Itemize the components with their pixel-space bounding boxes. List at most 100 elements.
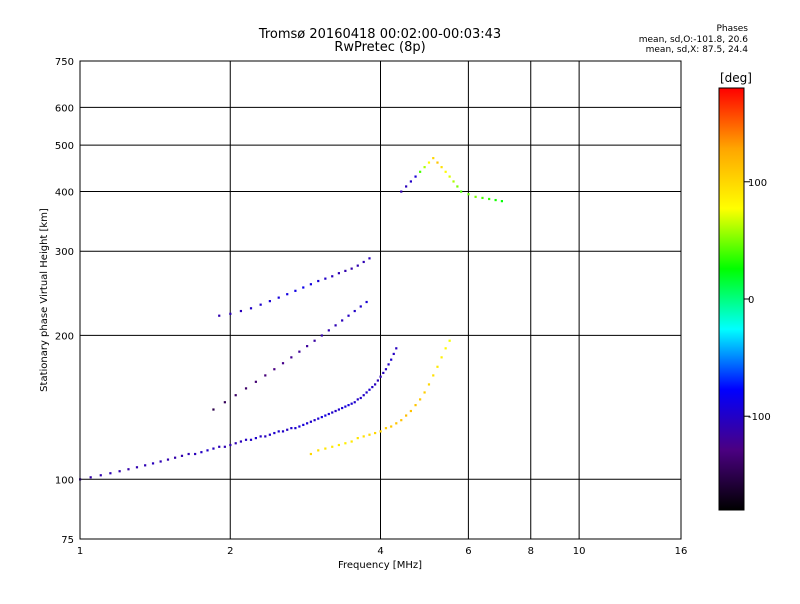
x-tick-label: 6 xyxy=(465,546,471,557)
data-point xyxy=(400,419,403,422)
data-point xyxy=(144,464,147,467)
data-point xyxy=(353,401,356,404)
data-point xyxy=(273,431,276,435)
data-point xyxy=(440,356,443,359)
data-point xyxy=(379,430,382,433)
data-point xyxy=(359,305,362,308)
data-point xyxy=(365,391,368,394)
data-point xyxy=(359,396,362,400)
data-point xyxy=(467,193,470,196)
y-axis-label: Stationary phase Virtual Height [km] xyxy=(39,208,50,392)
data-point xyxy=(344,442,347,445)
data-point xyxy=(334,409,337,413)
data-points xyxy=(79,157,504,481)
x-tick-label: 8 xyxy=(528,546,534,557)
data-point xyxy=(423,166,426,169)
data-point xyxy=(353,309,356,313)
data-point xyxy=(395,347,398,350)
data-point xyxy=(259,303,262,306)
phase-stats-x: mean, sd,X: 87.5, 24.4 xyxy=(645,45,748,55)
data-point xyxy=(350,402,353,405)
axis-ticks: 1 2 4 6 8 10 16 75 100 200 300 400 500 600 750 xyxy=(55,57,687,557)
y-tick-label: 750 xyxy=(55,57,74,68)
data-point xyxy=(298,425,301,428)
data-point xyxy=(423,391,426,394)
data-point xyxy=(281,430,285,433)
phase-stats-heading: Phases xyxy=(716,24,748,34)
data-point xyxy=(249,307,253,310)
data-point xyxy=(109,472,112,475)
data-point xyxy=(419,398,422,401)
data-point xyxy=(368,257,371,260)
data-point xyxy=(320,415,323,419)
x-tick-label: 10 xyxy=(573,546,586,557)
data-point xyxy=(212,447,215,450)
data-point xyxy=(200,451,203,454)
data-point xyxy=(317,279,320,283)
data-point xyxy=(277,430,280,433)
data-point xyxy=(456,185,459,188)
x-tick-label: 1 xyxy=(77,546,83,557)
data-point xyxy=(362,260,365,264)
data-point xyxy=(187,452,190,456)
data-point xyxy=(286,293,289,296)
data-point xyxy=(368,388,371,391)
data-point xyxy=(239,309,243,313)
data-point xyxy=(290,427,293,430)
x-tick-label: 4 xyxy=(377,546,383,557)
data-point xyxy=(419,170,422,173)
data-point xyxy=(356,398,359,401)
data-point xyxy=(180,454,184,457)
data-point xyxy=(409,180,412,183)
data-point xyxy=(298,350,301,353)
data-point xyxy=(362,394,365,397)
data-point xyxy=(384,427,388,430)
data-point xyxy=(368,433,371,436)
data-point xyxy=(327,329,330,332)
data-point xyxy=(99,474,102,477)
y-tick-label: 600 xyxy=(55,103,74,114)
data-point xyxy=(384,368,388,371)
data-point xyxy=(448,339,451,342)
data-point xyxy=(327,412,330,416)
data-point xyxy=(324,447,327,450)
data-point xyxy=(127,468,130,471)
data-point xyxy=(135,466,139,469)
colorbar-scale xyxy=(718,87,745,511)
colorbar-ticks: -100 0 100 xyxy=(744,178,771,423)
data-point xyxy=(414,404,417,407)
data-point xyxy=(244,438,248,441)
data-point xyxy=(223,445,226,448)
data-point xyxy=(264,374,267,377)
data-point xyxy=(264,435,267,438)
data-point xyxy=(151,462,155,465)
data-point xyxy=(448,175,451,178)
data-point xyxy=(392,352,395,356)
data-point xyxy=(320,334,323,337)
data-point xyxy=(405,414,408,417)
data-point xyxy=(294,289,297,292)
data-point xyxy=(337,408,341,411)
data-point xyxy=(376,379,379,382)
data-point xyxy=(337,443,341,447)
data-point xyxy=(371,385,374,389)
data-point xyxy=(277,296,280,299)
data-point xyxy=(306,345,309,348)
plot-frame xyxy=(79,60,682,540)
data-point xyxy=(350,440,353,443)
data-point xyxy=(390,358,393,361)
phase-colorbar: [deg] -100 0 100 xyxy=(718,71,771,511)
data-point xyxy=(302,286,305,289)
data-point xyxy=(239,440,243,443)
data-point xyxy=(460,190,463,193)
data-point xyxy=(173,456,177,459)
colorbar-tick-label: -100 xyxy=(748,412,771,423)
data-point xyxy=(218,314,221,317)
colorbar-label: [deg] xyxy=(720,71,752,85)
data-point xyxy=(294,427,297,430)
data-point xyxy=(481,196,484,200)
data-point xyxy=(427,161,431,164)
y-tick-label: 200 xyxy=(55,331,74,342)
data-point xyxy=(440,166,443,169)
data-point xyxy=(331,445,334,448)
